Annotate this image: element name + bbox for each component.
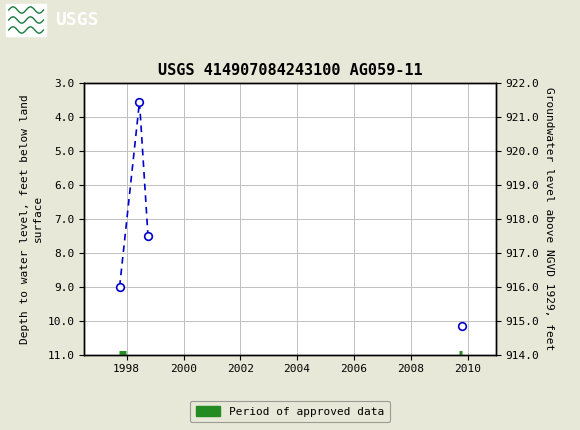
FancyBboxPatch shape [6,4,46,36]
Y-axis label: Groundwater level above NGVD 1929, feet: Groundwater level above NGVD 1929, feet [543,87,553,350]
Legend: Period of approved data: Period of approved data [190,401,390,422]
Title: USGS 414907084243100 AG059-11: USGS 414907084243100 AG059-11 [158,63,422,78]
Y-axis label: Depth to water level, feet below land
surface: Depth to water level, feet below land su… [20,94,44,344]
Text: USGS: USGS [55,11,99,29]
